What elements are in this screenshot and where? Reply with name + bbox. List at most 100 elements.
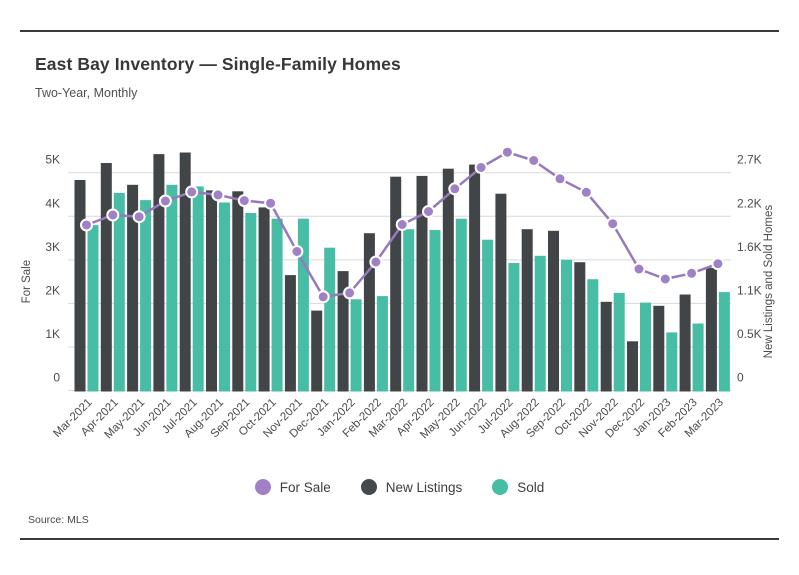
for-sale-point: [158, 194, 172, 208]
sold-bar: [429, 230, 441, 392]
right-axis-tick: 0.5K: [737, 327, 762, 341]
sold-bar: [587, 279, 599, 392]
new-listings-bar: [127, 184, 139, 392]
sold-bar: [324, 247, 336, 392]
for-sale-point: [343, 286, 357, 300]
for-sale-point: [685, 266, 699, 280]
for-sale-point: [632, 262, 646, 276]
left-axis-tick: 3K: [45, 240, 60, 254]
new-listings-bar: [100, 163, 112, 392]
for-sale-point: [316, 290, 330, 304]
for-sale-point: [422, 205, 435, 218]
chart-subtitle: Two-Year, Monthly: [35, 86, 138, 100]
left-axis-tick: 0: [53, 371, 60, 385]
new-listings-bar: [284, 275, 296, 392]
left-axis-tick: 4K: [45, 196, 60, 210]
legend-item-for-sale: For Sale: [254, 479, 331, 495]
left-axis-tick: 1K: [45, 327, 60, 341]
new-listings-bar: [258, 207, 270, 392]
legend-item-sold: Sold: [492, 479, 544, 495]
left-axis-tick: 2K: [45, 283, 60, 297]
new-listings-bar: [337, 271, 349, 392]
sold-bar: [561, 259, 572, 392]
new-listings-bar: [363, 233, 375, 392]
sold-bar: [245, 213, 257, 392]
new-listings-bar: [469, 164, 481, 392]
sold-bar: [666, 332, 678, 392]
sold-bar: [482, 239, 494, 392]
for-sale-point: [290, 245, 304, 258]
sold-bar: [271, 218, 283, 392]
new-listings-bar: [521, 229, 533, 392]
sold-bar: [113, 192, 125, 392]
new-listings-marker-icon: [360, 479, 377, 495]
sold-bar: [376, 296, 388, 392]
new-listings-bar: [153, 154, 165, 392]
chart-title: East Bay Inventory — Single-Family Homes: [35, 54, 401, 74]
for-sale-point: [237, 194, 251, 208]
for-sale-point: [264, 196, 278, 210]
for-sale-point: [658, 272, 672, 286]
new-listings-bar: [311, 310, 323, 392]
for-sale-point: [80, 218, 93, 232]
right-axis-tick: 0: [737, 371, 744, 385]
for-sale-point: [500, 145, 514, 159]
for-sale-point: [211, 188, 225, 202]
sold-bar: [140, 200, 152, 392]
sold-bar: [534, 255, 546, 392]
for-sale-point: [132, 210, 146, 224]
new-listings-bar: [705, 267, 717, 392]
legend-label: For Sale: [279, 479, 331, 495]
for-sale-point: [185, 185, 199, 199]
sold-bar: [692, 323, 704, 392]
sold-bar: [613, 292, 625, 392]
for-sale-point: [579, 185, 593, 199]
for-sale-point: [106, 208, 120, 222]
new-listings-bar: [574, 262, 586, 392]
bottom-rule: [20, 538, 779, 540]
new-listings-bar: [495, 193, 507, 392]
sold-bar: [455, 218, 467, 392]
sold-marker-icon: [492, 479, 509, 495]
new-listings-bar: [627, 341, 638, 392]
for-sale-point: [527, 154, 541, 167]
sold-bar: [192, 186, 204, 392]
legend-label: New Listings: [385, 479, 463, 495]
for-sale-point: [474, 161, 488, 174]
for-sale-point: [369, 255, 383, 269]
for-sale-point: [711, 257, 725, 271]
new-listings-bar: [548, 230, 559, 392]
new-listings-bar: [206, 190, 217, 392]
for-sale-marker-icon: [254, 479, 271, 495]
sold-bar: [640, 302, 651, 392]
for-sale-point: [606, 217, 620, 231]
source-note: Source: MLS: [28, 514, 89, 526]
for-sale-point: [395, 218, 409, 231]
right-axis-title: New Listings and Sold Homes: [763, 205, 775, 359]
right-axis-tick: 2.2K: [737, 196, 762, 210]
new-listings-bar: [390, 176, 402, 392]
new-listings-bar: [679, 294, 691, 392]
left-axis-tick: 5K: [45, 153, 60, 167]
legend-item-new-listings: New Listings: [360, 479, 463, 495]
sold-bar: [219, 202, 230, 392]
sold-bar: [403, 229, 415, 392]
new-listings-bar: [74, 180, 86, 392]
sold-bar: [350, 299, 362, 392]
sold-bar: [297, 218, 309, 392]
legend-label: Sold: [517, 479, 545, 495]
sold-bar: [508, 263, 520, 392]
right-axis-tick: 1.1K: [737, 283, 762, 297]
new-listings-bar: [600, 301, 612, 392]
right-axis-tick: 2.7K: [737, 153, 762, 167]
sold-bar: [87, 225, 99, 392]
new-listings-bar: [179, 152, 191, 392]
new-listings-bar: [653, 305, 665, 392]
new-listings-bar: [232, 191, 244, 392]
sold-bar: [718, 292, 730, 392]
for-sale-point: [553, 172, 567, 186]
new-listings-bar: [416, 175, 428, 392]
sold-bar: [166, 184, 178, 392]
